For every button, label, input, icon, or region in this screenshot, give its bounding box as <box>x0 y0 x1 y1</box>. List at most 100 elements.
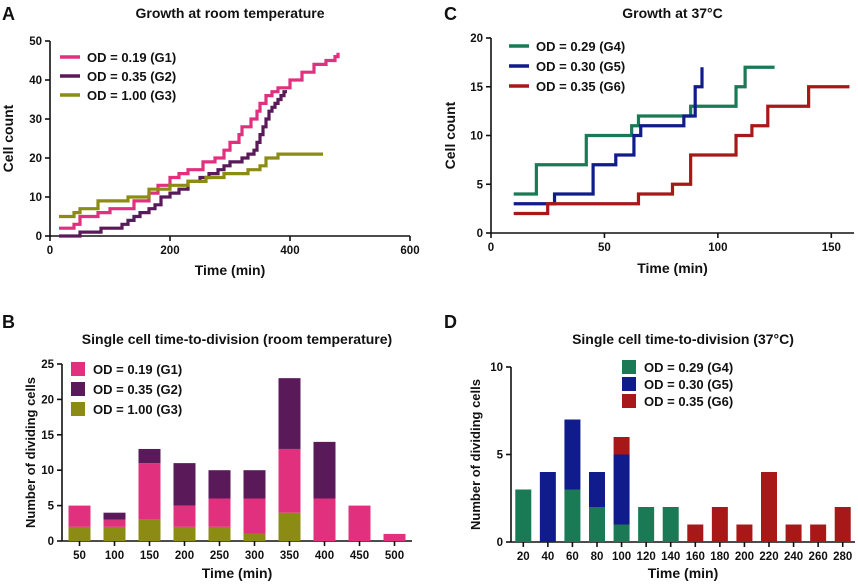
C-y-axis-label: Cell count <box>442 101 458 169</box>
A-series-line-3 <box>59 152 323 219</box>
A-x-tick-label: 400 <box>280 245 299 257</box>
A-x-axis-label: Time (min) <box>195 262 266 278</box>
A-y-tick-label: 50 <box>29 36 42 48</box>
D-bar-180-series-3 <box>711 507 728 542</box>
D-bar-60-series-2 <box>564 419 581 490</box>
D-bar-80-series-2 <box>589 472 605 507</box>
B-x-tick-label: 500 <box>385 550 404 562</box>
D-y-tick-label: 0 <box>497 537 503 549</box>
D-y-axis-label: Number of dividing cells <box>468 379 483 530</box>
C-x-tick-label: 150 <box>822 242 841 254</box>
panel-label-b: B <box>2 312 15 332</box>
D-y-tick-label: 10 <box>490 362 503 374</box>
B-bar-50-series-3 <box>68 526 91 541</box>
B-bar-100-series-3 <box>103 526 126 541</box>
C-legend-label-3: OD = 0.35 (G6) <box>536 79 625 94</box>
D-legend-swatch-2 <box>622 377 636 391</box>
B-legend-swatch-2 <box>71 382 85 396</box>
D-x-tick-label: 100 <box>612 551 631 563</box>
D-legend-label-3: OD = 0.35 (G6) <box>644 394 733 409</box>
D-bar-40-series-2 <box>539 472 556 542</box>
B-bar-300-series-3 <box>243 533 266 541</box>
B-y-axis-label: Number of dividing cells <box>23 377 38 528</box>
C-x-tick-label: 100 <box>708 242 727 254</box>
panel-c: C Growth at 37°C Time (min) Cell count 0 5 10 1… <box>442 4 854 276</box>
D-bar-140-series-1 <box>662 507 679 542</box>
B-legend-swatch-3 <box>71 402 85 416</box>
C-series-line-2 <box>513 67 704 206</box>
D-bar-100-series-2 <box>613 454 630 525</box>
B-bar-350-series-1 <box>278 448 301 513</box>
D-x-tick-label: 180 <box>710 551 729 563</box>
D-bar-20-series-1 <box>515 489 532 542</box>
B-bar-300-series-1 <box>243 498 266 534</box>
B-y-tick-label: 5 <box>48 501 55 513</box>
panel-b: B Single cell time-to-division (room temp… <box>2 312 412 581</box>
C-y-tick-label: 15 <box>470 82 483 94</box>
B-y-tick-label: 10 <box>41 465 54 477</box>
C-x-axis-label: Time (min) <box>637 260 708 276</box>
panel-label-a: A <box>2 4 15 24</box>
B-y-tick-label: 25 <box>41 359 54 371</box>
C-series-line-3 <box>513 85 850 216</box>
panel-d: D Single cell time-to-division (37°C) Time… <box>444 312 855 581</box>
D-bar-220-series-3 <box>761 472 777 542</box>
D-x-tick-label: 140 <box>661 551 680 563</box>
D-x-tick-label: 280 <box>833 551 852 563</box>
B-bar-150-series-2 <box>138 448 161 464</box>
C-y-tick-label: 5 <box>477 179 484 191</box>
A-y-tick-label: 40 <box>29 75 42 87</box>
B-x-tick-label: 150 <box>140 550 159 562</box>
A-legend-label-3: OD = 1.00 (G3) <box>87 88 176 103</box>
B-legend-label-2: OD = 0.35 (G2) <box>93 382 182 397</box>
B-bar-150-series-1 <box>138 463 161 520</box>
panel-a: A Growth at room temperature Time (min) Cel… <box>0 4 420 278</box>
D-x-tick-label: 260 <box>809 551 828 563</box>
B-x-tick-label: 450 <box>350 550 369 562</box>
D-x-tick-label: 240 <box>784 551 803 563</box>
C-series-line-1 <box>513 65 775 196</box>
B-bar-400-series-2 <box>313 441 336 499</box>
D-legend-swatch-1 <box>622 360 636 374</box>
B-x-axis-label: Time (min) <box>202 565 273 581</box>
A-y-tick-label: 20 <box>29 153 42 165</box>
B-x-tick-label: 350 <box>280 550 299 562</box>
B-legend-swatch-1 <box>71 362 85 376</box>
B-title: Single cell time-to-division (room tempe… <box>82 331 392 347</box>
B-x-tick-label: 300 <box>245 550 264 562</box>
B-y-tick-label: 0 <box>48 536 54 548</box>
D-title: Single cell time-to-division (37°C) <box>572 331 794 347</box>
B-x-tick-label: 100 <box>105 550 124 562</box>
B-y-tick-label: 15 <box>41 430 54 442</box>
B-bar-450-series-1 <box>348 505 371 541</box>
D-x-tick-label: 200 <box>735 551 754 563</box>
A-legend-label-2: OD = 0.35 (G2) <box>87 69 176 84</box>
D-y-tick-label: 5 <box>497 450 504 462</box>
D-x-tick-label: 60 <box>566 551 579 563</box>
D-bar-80-series-1 <box>589 507 605 542</box>
D-x-tick-label: 160 <box>686 551 705 563</box>
A-x-tick-label: 0 <box>47 245 53 257</box>
A-title: Growth at room temperature <box>135 5 324 21</box>
D-x-tick-label: 80 <box>591 551 604 563</box>
C-y-tick-label: 10 <box>470 131 483 143</box>
D-bar-240-series-3 <box>785 524 802 542</box>
B-bar-150-series-3 <box>138 519 161 541</box>
D-bar-60-series-1 <box>564 489 581 542</box>
D-bar-120-series-1 <box>638 507 655 542</box>
B-bar-200-series-2 <box>173 463 196 506</box>
B-bar-200-series-3 <box>173 526 196 541</box>
B-bar-100-series-2 <box>103 512 126 520</box>
D-bar-160-series-3 <box>687 524 704 542</box>
B-bar-100-series-1 <box>103 519 126 527</box>
B-bar-500-series-1 <box>383 533 406 541</box>
A-legend-label-1: OD = 0.19 (G1) <box>87 50 176 65</box>
A-series-line-2 <box>59 90 287 238</box>
B-x-tick-label: 400 <box>315 550 334 562</box>
A-x-tick-label: 200 <box>160 245 179 257</box>
B-x-tick-label: 200 <box>175 550 194 562</box>
B-bar-50-series-1 <box>68 505 91 527</box>
B-y-tick-label: 20 <box>41 394 54 406</box>
D-x-tick-label: 40 <box>541 551 554 563</box>
